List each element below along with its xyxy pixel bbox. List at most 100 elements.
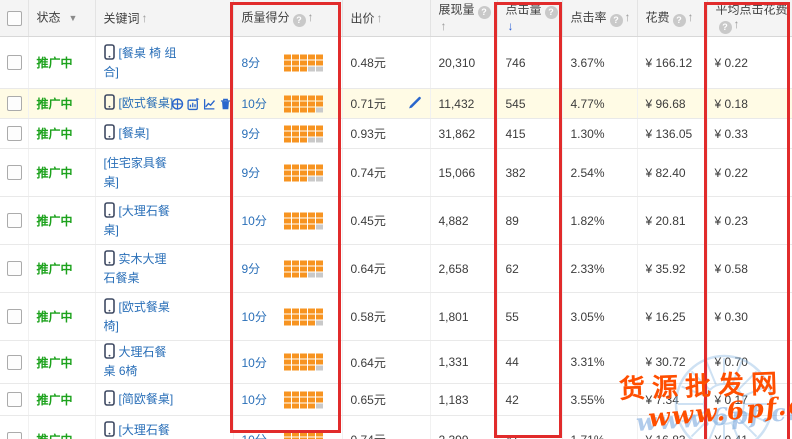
help-icon[interactable]: ? <box>718 21 732 35</box>
ctr-value: 1.71% <box>571 433 605 439</box>
avg-cpc-value: ¥ 0.30 <box>714 309 748 324</box>
sort-up-icon[interactable]: ↑ <box>307 9 314 24</box>
help-icon[interactable]: ? <box>292 13 306 27</box>
bid-value: 0.71元 <box>350 97 386 112</box>
ctr-value: 4.77% <box>570 96 605 111</box>
cost-value: ¥ 7.34 <box>645 392 679 407</box>
bid-value: 0.93元 <box>350 127 386 142</box>
row-checkbox[interactable] <box>7 354 22 370</box>
row-checkbox[interactable] <box>7 309 22 325</box>
row-checkbox[interactable] <box>7 432 22 439</box>
table-row: 推广中 [大理石餐桌] 10分 0.45元 <box>0 196 792 246</box>
quality-score-link[interactable]: 10分 <box>241 310 267 325</box>
keyword-link[interactable]: 实木大理石餐桌 <box>103 251 167 285</box>
sort-down-icon[interactable]: ↓ <box>507 19 514 34</box>
row-checkbox[interactable] <box>7 213 22 229</box>
quality-score-link[interactable]: 10分 <box>241 214 267 229</box>
status-badge: 推广中 <box>36 355 73 370</box>
keyword-link[interactable]: [欧式餐桌] <box>118 96 174 111</box>
keyword-link[interactable]: 大理石餐桌 6椅 <box>103 345 167 379</box>
quality-score-link[interactable]: 8分 <box>241 56 261 71</box>
impressions-value: 4,882 <box>438 213 469 228</box>
select-all-checkbox[interactable] <box>7 10 22 26</box>
quality-score-link[interactable]: 10分 <box>241 393 267 408</box>
quality-score-link[interactable]: 10分 <box>241 355 267 370</box>
ctr-value: 2.54% <box>570 165 605 180</box>
col-header-bid[interactable]: 出价 ↑ <box>342 0 431 38</box>
row-checkbox[interactable] <box>7 165 22 181</box>
column-label: 展现量 <box>438 2 475 17</box>
clicks-value: 89 <box>505 213 519 228</box>
keyword-link[interactable]: [大理石餐桌] <box>103 203 170 237</box>
help-icon[interactable]: ? <box>477 6 491 20</box>
trend-chart-icon[interactable] <box>203 97 216 110</box>
row-checkbox[interactable] <box>7 261 22 277</box>
cost-value: ¥ 16.83 <box>646 433 686 439</box>
quality-score-bars-icon <box>283 391 323 409</box>
table-row: 推广中 实木大理石餐桌 9分 0.64元 <box>0 244 792 294</box>
row-checkbox[interactable] <box>7 55 22 71</box>
quality-score-bars-icon <box>283 308 323 326</box>
impressions-value: 31,862 <box>438 126 476 141</box>
sort-up-icon[interactable]: ↑ <box>687 9 694 24</box>
column-label: 关键词 <box>103 10 140 25</box>
keyword-link[interactable]: [大理石餐桌椅 组合] <box>118 422 170 437</box>
table-row: 推广中 [大理石餐桌椅 组合] 10分 0.74元 <box>0 415 792 439</box>
col-header-impressions[interactable]: 展现量 ? ↑ <box>430 0 498 38</box>
quality-score-link[interactable]: 9分 <box>241 262 261 277</box>
mobile-device-icon <box>103 94 115 111</box>
col-header-keyword[interactable]: 关键词 ↑ <box>95 0 234 38</box>
bid-value: 0.48元 <box>350 56 386 71</box>
cost-value: ¥ 136.05 <box>645 126 693 141</box>
table-row: 推广中 [简欧餐桌] 10分 0.65元 <box>0 383 792 417</box>
clicks-value: 415 <box>505 126 526 141</box>
help-icon[interactable]: ? <box>609 13 623 27</box>
row-checkbox[interactable] <box>7 392 22 408</box>
filter-dropdown-icon[interactable]: ▼ <box>68 13 78 24</box>
sort-up-icon[interactable]: ↑ <box>440 19 447 34</box>
bid-value: 0.58元 <box>350 310 386 325</box>
ctr-value: 3.55% <box>570 392 605 407</box>
keyword-link[interactable]: [餐桌 椅 组合] <box>103 45 177 79</box>
table-row: 推广中 [住宅家具餐桌] 9分 0.74元 <box>0 148 792 198</box>
delete-icon[interactable] <box>219 97 232 110</box>
help-icon[interactable]: ? <box>544 6 558 20</box>
keyword-link[interactable]: [住宅家具餐桌] <box>103 155 167 189</box>
mobile-device-icon <box>103 390 115 407</box>
edit-bid-pencil-icon[interactable] <box>408 95 422 112</box>
col-header-status[interactable]: 状态 ▼ <box>28 0 96 38</box>
flag-chart-icon[interactable] <box>186 97 200 110</box>
impressions-value: 1,331 <box>438 355 469 370</box>
sort-up-icon[interactable]: ↑ <box>733 17 740 32</box>
mobile-device-icon <box>103 124 115 141</box>
avg-cpc-value: ¥ 0.22 <box>714 165 748 180</box>
column-label: 花费 <box>645 9 670 24</box>
col-header-avg-cpc[interactable]: 平均点击花费? ↑ <box>707 0 792 38</box>
column-label: 质量得分 <box>241 9 290 24</box>
table-row: 推广中 [餐桌] 9分 0.93元 <box>0 118 792 150</box>
quality-score-link[interactable]: 10分 <box>241 97 267 112</box>
row-checkbox[interactable] <box>7 96 22 112</box>
col-header-ctr[interactable]: 点击率? ↑ <box>562 0 638 38</box>
quality-score-link[interactable]: 9分 <box>241 166 261 181</box>
col-header-cost[interactable]: 花费? ↑ <box>637 0 708 38</box>
quality-score-link[interactable]: 9分 <box>241 127 261 142</box>
avg-cpc-value: ¥ 0.18 <box>714 96 748 111</box>
quality-score-link[interactable]: 10分 <box>242 433 267 439</box>
status-badge: 推广中 <box>36 127 73 142</box>
quality-score-bars-icon <box>283 260 323 278</box>
help-icon[interactable]: ? <box>672 13 686 27</box>
sort-up-icon[interactable]: ↑ <box>141 10 148 25</box>
sort-up-icon[interactable]: ↑ <box>624 9 631 24</box>
keyword-link[interactable]: [欧式餐桌椅] <box>103 299 170 333</box>
target-icon[interactable] <box>171 97 184 110</box>
impressions-value: 1,801 <box>438 309 469 324</box>
row-checkbox[interactable] <box>7 126 22 142</box>
sort-up-icon[interactable]: ↑ <box>376 10 383 25</box>
keyword-link[interactable]: [简欧餐桌] <box>118 392 174 407</box>
col-header-clicks[interactable]: 点击量 ? ↓ <box>497 0 563 38</box>
col-header-quality-score[interactable]: 质量得分? ↑ <box>233 0 343 38</box>
column-label: 点击量 <box>505 2 542 17</box>
keyword-link[interactable]: [餐桌] <box>118 126 150 141</box>
col-header-select <box>0 0 29 38</box>
